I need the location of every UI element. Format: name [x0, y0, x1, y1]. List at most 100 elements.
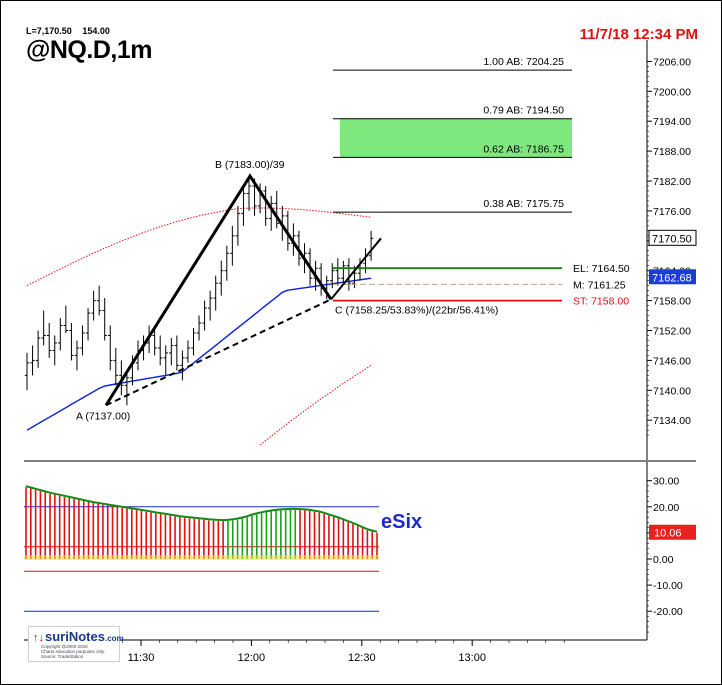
osc-tick-label: 20.00: [653, 502, 679, 514]
price-tick-label: 7158.00: [653, 296, 691, 308]
osc-tick-label: -20.00: [653, 606, 683, 618]
price-bar: [219, 260, 224, 296]
point-a-label: A (7137.00): [76, 410, 130, 422]
price-bar: [269, 195, 274, 231]
point-b-label: B (7183.00)/39: [215, 159, 285, 171]
price-bar: [169, 337, 174, 366]
price-bar: [108, 325, 113, 371]
price-bar: [191, 328, 196, 356]
price-bar: [158, 335, 163, 366]
osc-zero-band: [24, 555, 379, 560]
price-bar: [102, 298, 107, 341]
esix-label: eSix: [381, 511, 422, 533]
trade-level-label: EL: 7164.50: [573, 263, 630, 275]
fib-projection-label: 0.38 AB: 7175.75: [483, 198, 564, 210]
fib-projection-label: 0.62 AB: 7186.75: [483, 143, 564, 155]
price-bar: [335, 258, 340, 286]
time-tick-label: 12:30: [348, 652, 376, 664]
price-bar: [91, 290, 96, 321]
osc-tick-label: -10.00: [653, 580, 683, 592]
cd-projection-leg: [330, 237, 382, 300]
price-bar: [263, 185, 268, 226]
price-bar: [85, 308, 91, 341]
logo-wordmark: ↑↓suriNotes.com: [33, 629, 124, 644]
price-bar: [202, 300, 207, 331]
annotation-labels: 1.00 AB: 7204.25 0.79 AB: 7194.50 0.62 AB:…: [76, 56, 630, 533]
price-tick-label: 7176.00: [653, 206, 691, 218]
price-bar: [368, 230, 374, 261]
time-tick-label: 11:30: [128, 652, 155, 664]
price-bar: [58, 318, 63, 351]
trade-level-label: ST: 7158.00: [573, 296, 629, 308]
price-tick-label: 7146.00: [653, 355, 691, 367]
price-bar: [274, 190, 279, 229]
price-bar: [80, 325, 85, 356]
price-tick-label: 7152.00: [653, 326, 691, 338]
time-tick-label: 12:00: [238, 652, 266, 664]
abc-pattern-legs: [104, 173, 333, 407]
price-tick-label: 7182.00: [653, 176, 691, 188]
price-bar: [341, 260, 346, 284]
price-tick-label: 7134.00: [653, 415, 691, 427]
trade-level-label: M: 7161.25: [573, 279, 626, 291]
target-zone: [340, 118, 572, 158]
price-bar: [174, 335, 180, 371]
price-bar: [180, 350, 185, 381]
timestamp: 11/7/18 12:34 PM: [579, 26, 698, 43]
oscillator-pane: [24, 485, 379, 612]
logo-copyright: Copyright @2000-2018: [41, 644, 88, 649]
price-bar: [119, 360, 124, 396]
price-bar: [207, 290, 213, 321]
last-price-badge-text: 7170.50: [652, 233, 692, 245]
price-bar: [63, 305, 69, 333]
price-tick-label: 7188.00: [653, 146, 691, 158]
ma-price-badge: [649, 269, 696, 285]
price-bar: [224, 245, 229, 281]
price-bar: [96, 285, 102, 316]
osc-tick-label: 30.00: [653, 476, 679, 488]
price-bar: [113, 347, 118, 386]
fib-projection-label: 0.79 AB: 7194.50: [483, 105, 564, 117]
fib-projection-label: 1.00 AB: 7204.25: [483, 56, 564, 68]
price-bar: [246, 176, 252, 211]
price-bar: [213, 275, 218, 311]
price-bar: [124, 370, 130, 406]
logo-source: Source: TradeStation: [41, 654, 84, 659]
esix-value-badge-text: 10.06: [654, 528, 682, 540]
price-tick-label: 7206.00: [653, 56, 691, 68]
last-info: L=7,170.50 154.00: [26, 26, 118, 36]
logo-arrows-icon: ↑↓: [33, 632, 44, 644]
price-bar: [41, 310, 46, 346]
price-bar: [69, 323, 74, 361]
price-bar: [52, 335, 57, 366]
price-bar: [235, 205, 241, 246]
price-bar: [330, 263, 335, 289]
price-bar: [24, 352, 30, 391]
price-bar: [47, 323, 52, 358]
ma-price-badge-text: 7162.68: [652, 272, 692, 284]
symbol-title: @NQ.D,1m: [26, 36, 152, 64]
price-pane: [24, 69, 572, 446]
price-bar: [152, 328, 157, 356]
moving-average-line: [26, 277, 372, 431]
logo-disclaimer: Charts education purposes only.: [41, 649, 106, 654]
esix-value-badge: [649, 524, 696, 540]
price-bar: [230, 225, 235, 266]
price-bar: [185, 340, 191, 363]
osc-tick-label: 0.00: [653, 554, 674, 566]
point-c-label: C (7158.25/53.83%)/(22br/56.41%): [335, 304, 498, 316]
price-bar: [346, 258, 352, 291]
ac-trendline: [105, 298, 332, 407]
time-tick-label: 13:00: [458, 652, 486, 664]
price-tick-label: 7200.00: [653, 86, 691, 98]
price-bar: [241, 185, 246, 226]
price-bar: [35, 330, 41, 368]
lower-band: [259, 364, 372, 446]
last-price-badge: [648, 229, 697, 246]
surinotes-logo: ↑↓suriNotes.com Copyright @2000-2018 Cha…: [28, 626, 124, 662]
price-bar: [196, 315, 202, 341]
price-bar: [163, 345, 168, 376]
price-tick-label: 7140.00: [653, 385, 691, 397]
